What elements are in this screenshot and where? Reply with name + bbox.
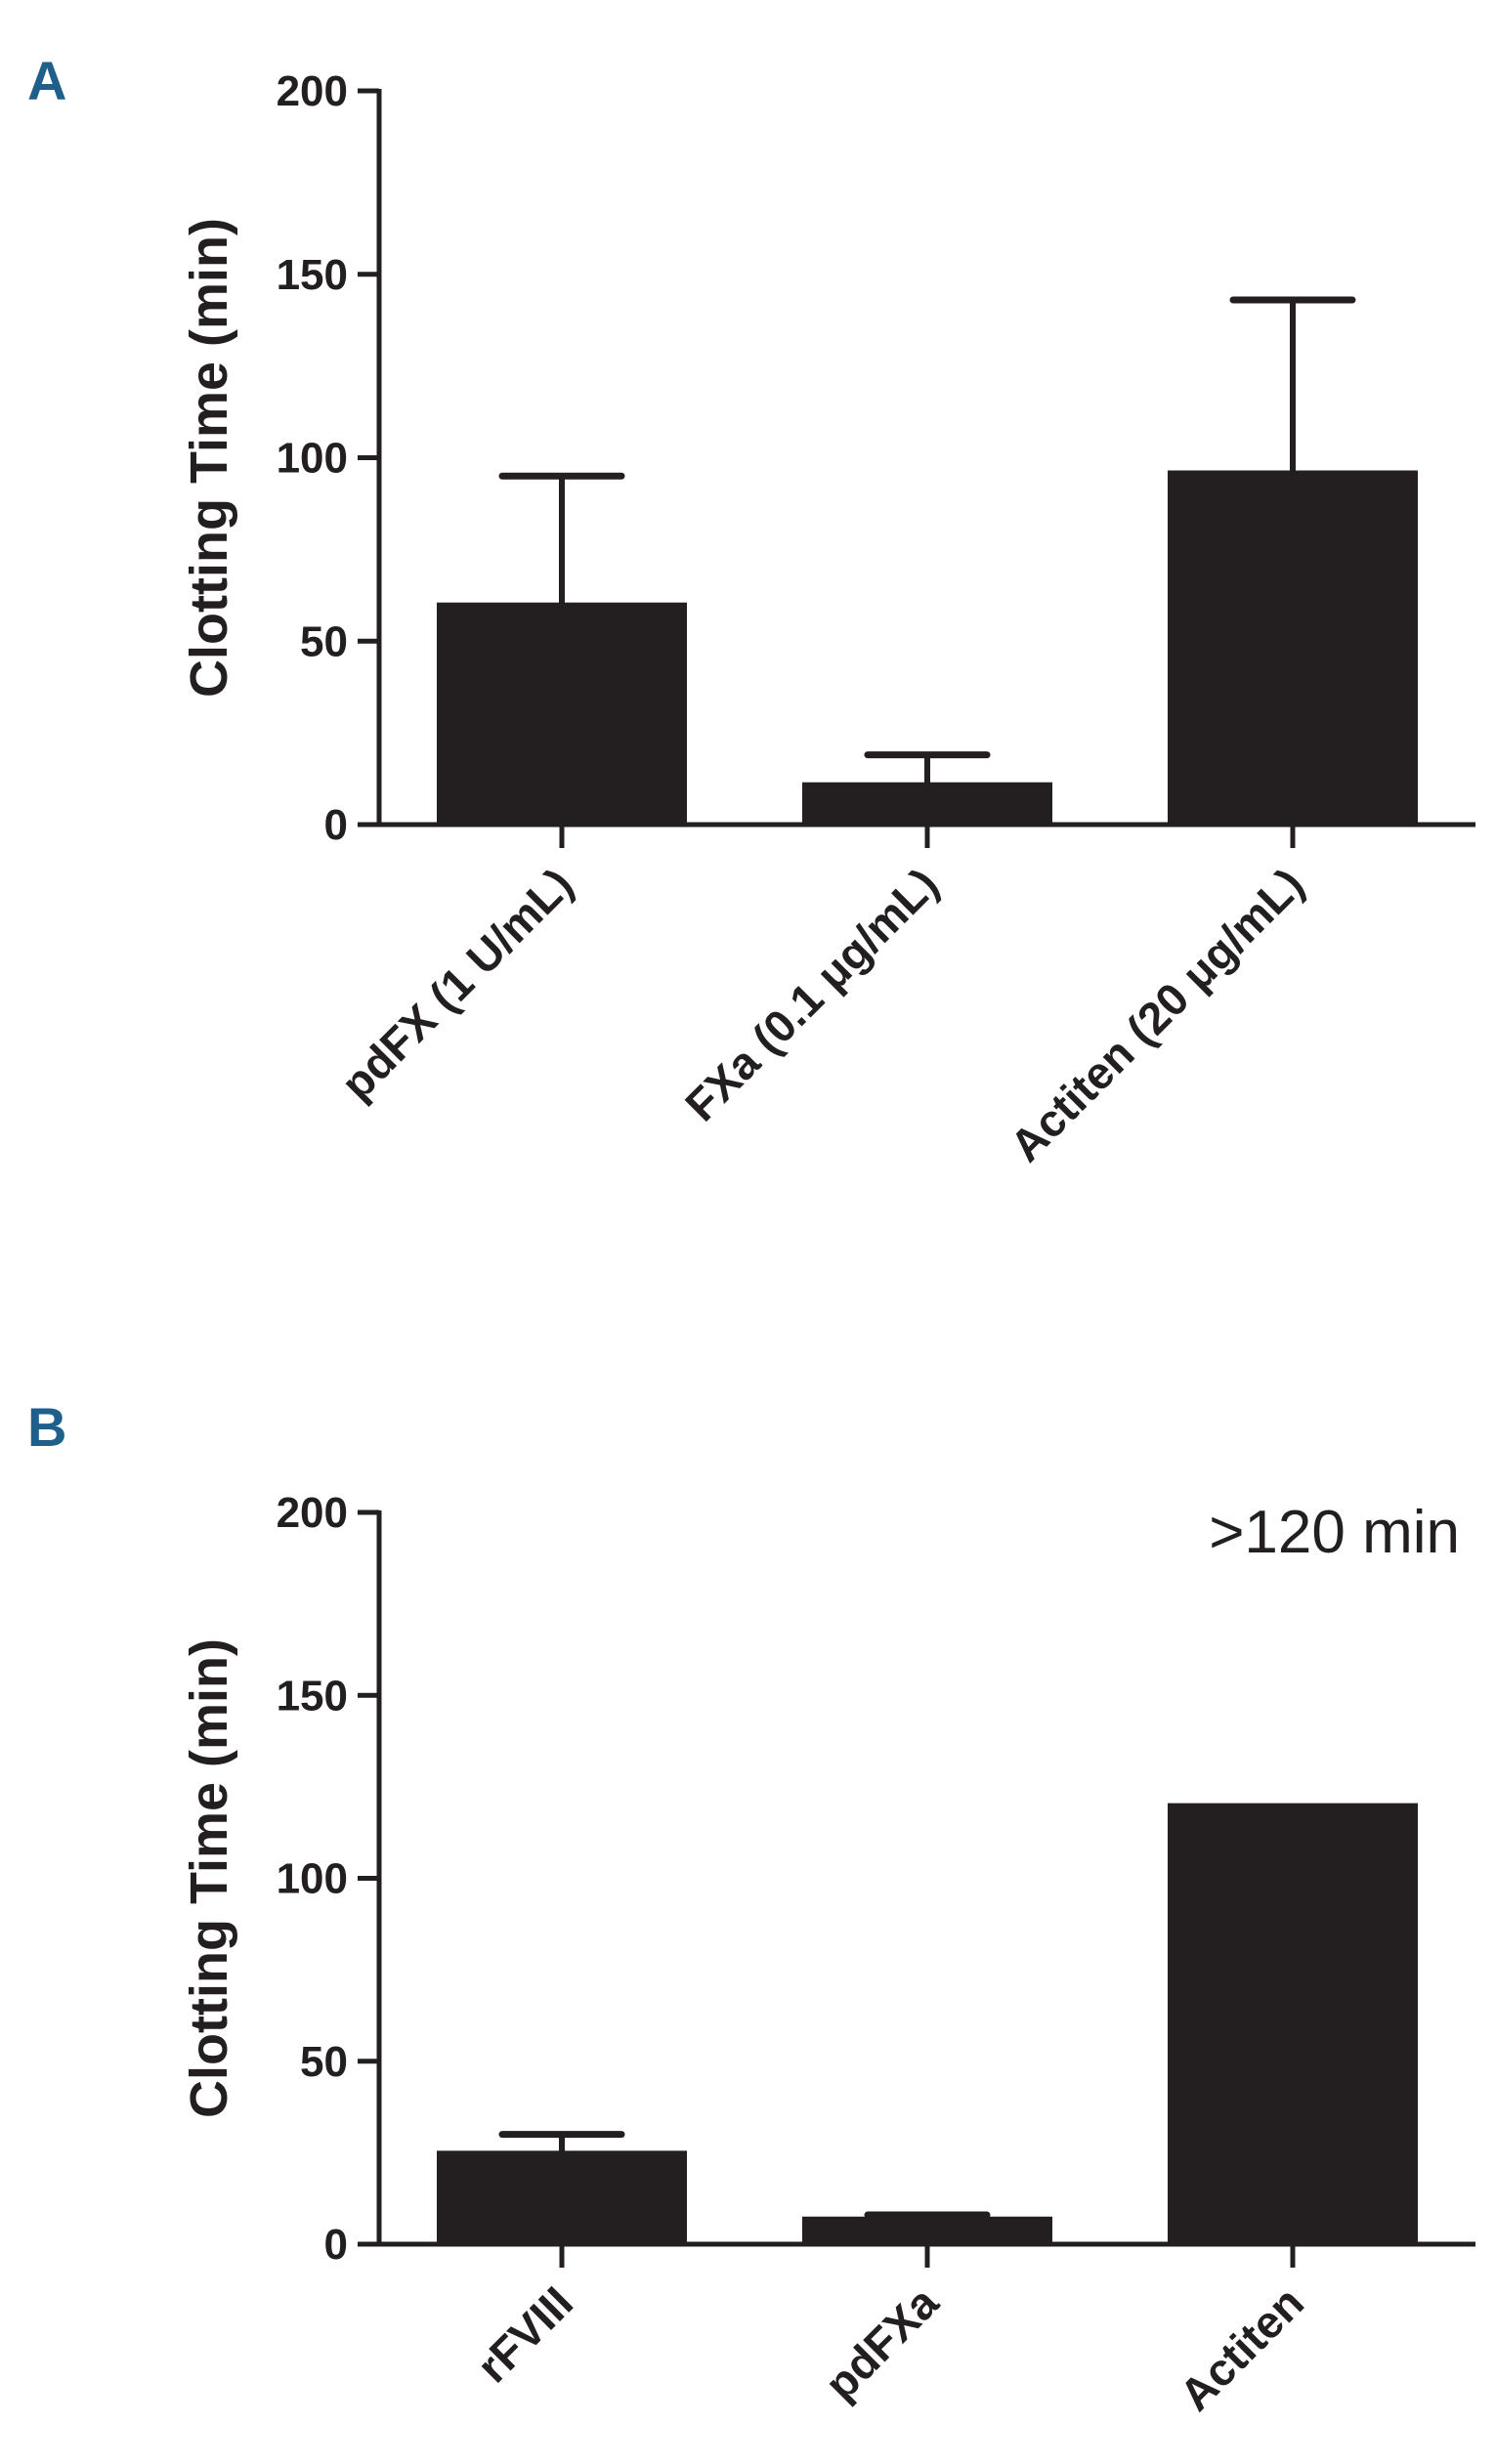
y-tick-label: 150 — [277, 251, 348, 299]
y-axis-title: Clotting Time (min) — [180, 1638, 238, 2118]
y-axis-title: Clotting Time (min) — [180, 218, 238, 698]
x-category-label: FXa (0.1 μg/mL) — [675, 858, 948, 1130]
x-category-label: rFVIII — [467, 2276, 582, 2392]
y-tick-label: 200 — [277, 67, 348, 115]
panel-letter: B — [27, 1396, 66, 1458]
x-category-label: Actiten — [1170, 2276, 1313, 2420]
bar — [1168, 470, 1418, 827]
x-category-label: pdFXa — [815, 2276, 948, 2409]
y-tick-label: 0 — [324, 801, 348, 849]
y-tick-label: 0 — [324, 2221, 348, 2269]
x-category-label: Actiten (20 μg/mL) — [1001, 858, 1314, 1171]
x-category-label: pdFX (1 U/mL) — [331, 858, 582, 1109]
bar — [437, 602, 687, 828]
panel-letter: A — [27, 50, 66, 111]
bar — [802, 2216, 1052, 2246]
y-tick-label: 100 — [277, 435, 348, 483]
y-tick-label: 150 — [277, 1672, 348, 1720]
y-tick-label: 200 — [277, 1489, 348, 1537]
bar — [437, 2150, 687, 2246]
y-tick-label: 50 — [300, 617, 348, 665]
y-tick-label: 100 — [277, 1855, 348, 1903]
y-tick-label: 50 — [300, 2038, 348, 2086]
panel-a: A 0 50 100 150 200 Clotting Time (min) pdFX (1 … — [27, 50, 1475, 1171]
annotation-text: >120 min — [1209, 1499, 1460, 1566]
panel-b: B 0 50 100 150 200 Clotting Time (min) rFVIII pd… — [27, 1396, 1475, 2420]
bar — [802, 782, 1052, 828]
bar — [1168, 1803, 1418, 2246]
